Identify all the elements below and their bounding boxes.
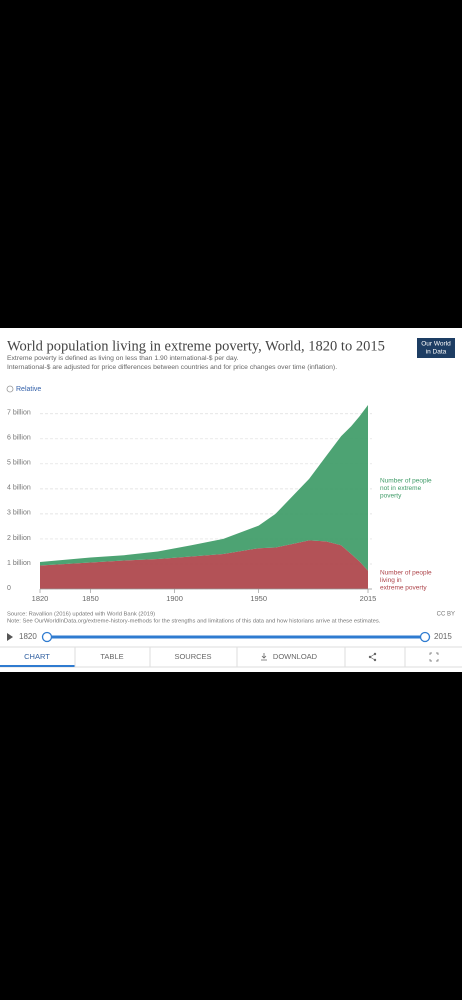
timeline-handle[interactable] — [419, 631, 431, 643]
x-tick-label: 1900 — [166, 594, 183, 603]
share-icon[interactable] — [368, 652, 377, 662]
subtitle: Extreme poverty is defined as living on … — [7, 355, 239, 362]
play-button[interactable] — [7, 633, 13, 641]
series-label: Number of people not in extreme poverty — [380, 477, 432, 499]
timeline-end: 2015 — [434, 632, 452, 641]
logo-text: in Data — [426, 349, 447, 356]
y-tick-label: 0 — [7, 585, 11, 592]
area — [40, 405, 368, 571]
download-icon — [261, 653, 267, 661]
tab[interactable]: CHART — [24, 652, 50, 661]
note: Note: See OurWorldInData.org/extreme-his… — [7, 619, 381, 625]
x-tick-label: 2015 — [360, 594, 377, 603]
tab[interactable]: TABLE — [100, 652, 123, 661]
y-tick-label: 2 billion — [7, 535, 31, 542]
relative-toggle[interactable] — [6, 385, 14, 393]
license: CC BY — [437, 612, 455, 618]
y-tick-label: 3 billion — [7, 510, 31, 517]
tabs: CHART TABLE SOURCES DOWNLOAD — [24, 647, 406, 667]
x-tick-label: 1950 — [250, 594, 267, 603]
y-tick-label: 1 billion — [7, 560, 31, 567]
y-tick-label: 6 billion — [7, 435, 31, 442]
source: Source: Ravallion (2016) updated with Wo… — [7, 612, 155, 618]
x-tick-label: 1850 — [82, 594, 99, 603]
subtitle: International-$ are adjusted for price d… — [7, 364, 337, 371]
tab[interactable]: DOWNLOAD — [273, 652, 318, 661]
y-tick-label: 4 billion — [7, 485, 31, 492]
tab[interactable]: SOURCES — [174, 652, 211, 661]
relative-label[interactable]: Relative — [16, 386, 41, 393]
series-label: Number of people living in extreme poverty — [380, 569, 432, 591]
card — [0, 328, 462, 672]
x-tick-label: 1820 — [32, 594, 49, 603]
area — [40, 540, 368, 589]
active-tab-indicator — [0, 665, 75, 667]
logo-text: Our World — [421, 341, 451, 348]
fullscreen-icon[interactable] — [429, 652, 439, 662]
y-tick-label: 5 billion — [7, 460, 31, 467]
y-tick-label: 7 billion — [7, 410, 31, 417]
chart-title: World population living in extreme pover… — [7, 338, 385, 354]
timeline-handle[interactable] — [41, 631, 53, 643]
timeline-start: 1820 — [19, 632, 37, 641]
logo[interactable] — [417, 338, 455, 358]
